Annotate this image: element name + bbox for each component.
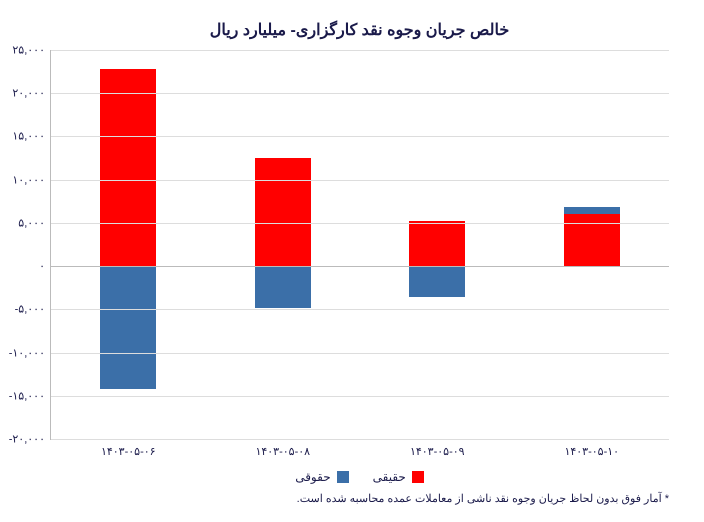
bar-group: ۱۴۰۳-۰۵-۰۹ <box>360 50 515 439</box>
gridline <box>51 223 669 224</box>
legend-swatch <box>412 471 424 483</box>
gridline <box>51 309 669 310</box>
y-tick-label: -۲۰,۰۰۰ <box>9 433 51 446</box>
y-tick-label: ۱۵,۰۰۰ <box>12 130 51 143</box>
bars-wrapper: ۱۴۰۳-۰۵-۰۶۱۴۰۳-۰۵-۰۸۱۴۰۳-۰۵-۰۹۱۴۰۳-۰۵-۱۰ <box>51 50 669 439</box>
bar-segment <box>409 266 465 297</box>
gridline <box>51 266 669 267</box>
gridline <box>51 136 669 137</box>
bar-group: ۱۴۰۳-۰۵-۰۶ <box>51 50 206 439</box>
gridline <box>51 50 669 51</box>
y-tick-label: ۲۰,۰۰۰ <box>12 87 51 100</box>
legend-swatch <box>337 471 349 483</box>
legend-item: حقوقی <box>295 470 348 484</box>
legend-item: حقیقی <box>373 470 424 484</box>
gridline <box>51 439 669 440</box>
chart-title: خالص جریان وجوه نقد کارگزاری- میلیارد ری… <box>50 20 669 40</box>
y-tick-label: -۵,۰۰۰ <box>15 303 51 316</box>
bar-segment <box>564 207 620 214</box>
y-tick-label: -۱۰,۰۰۰ <box>9 346 51 359</box>
bar-segment <box>100 266 156 389</box>
y-tick-label: ۱۰,۰۰۰ <box>12 173 51 186</box>
y-tick-label: ۰ <box>39 260 51 273</box>
bar-segment <box>255 266 311 307</box>
y-tick-label: ۲۵,۰۰۰ <box>12 44 51 57</box>
plot-area: ۱۴۰۳-۰۵-۰۶۱۴۰۳-۰۵-۰۸۱۴۰۳-۰۵-۰۹۱۴۰۳-۰۵-۱۰… <box>50 50 669 440</box>
gridline <box>51 180 669 181</box>
legend-label: حقوقی <box>295 470 330 484</box>
legend: حقیقی حقوقی <box>50 470 669 484</box>
bar-segment <box>409 221 465 266</box>
legend-label: حقیقی <box>373 470 406 484</box>
gridline <box>51 396 669 397</box>
gridline <box>51 353 669 354</box>
bar-segment <box>255 158 311 266</box>
gridline <box>51 93 669 94</box>
x-tick-label: ۱۴۰۳-۰۵-۰۹ <box>410 445 465 458</box>
x-tick-label: ۱۴۰۳-۰۵-۰۸ <box>255 445 310 458</box>
bar-group: ۱۴۰۳-۰۵-۱۰ <box>515 50 670 439</box>
bar-group: ۱۴۰۳-۰۵-۰۸ <box>206 50 361 439</box>
chart-container: خالص جریان وجوه نقد کارگزاری- میلیارد ری… <box>0 0 704 522</box>
x-tick-label: ۱۴۰۳-۰۵-۱۰ <box>564 445 619 458</box>
x-tick-label: ۱۴۰۳-۰۵-۰۶ <box>101 445 156 458</box>
y-tick-label: -۱۵,۰۰۰ <box>9 389 51 402</box>
bar-segment <box>100 69 156 266</box>
footnote: * آمار فوق بدون لحاظ جریان وجوه نقد ناشی… <box>50 492 669 505</box>
y-tick-label: ۵,۰۰۰ <box>18 216 51 229</box>
